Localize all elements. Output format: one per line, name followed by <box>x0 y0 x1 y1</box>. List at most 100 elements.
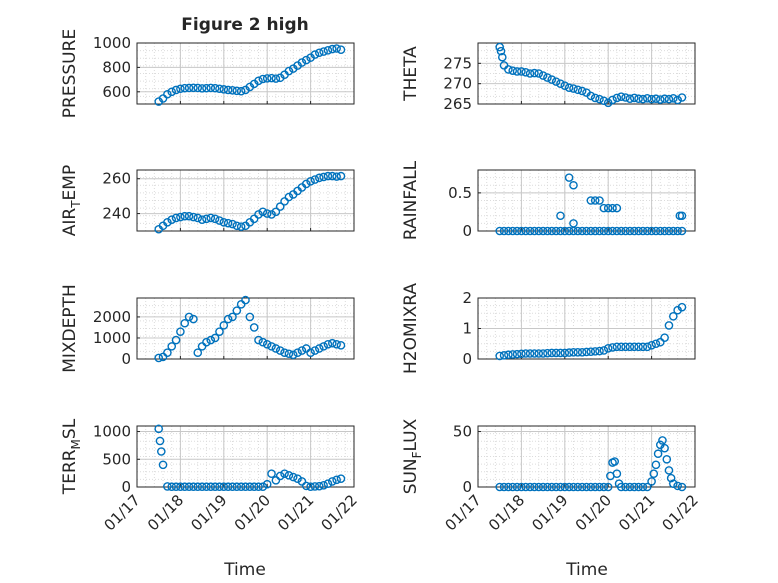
data-point <box>210 482 220 492</box>
data-point <box>293 348 302 357</box>
data-point <box>154 353 163 363</box>
data-point <box>499 482 509 492</box>
data-point <box>271 344 281 353</box>
data-point <box>573 482 583 492</box>
data-point <box>586 482 596 492</box>
data-point <box>508 226 518 236</box>
data-point <box>280 469 289 478</box>
data-point <box>219 482 229 492</box>
data-point <box>232 482 242 492</box>
y-axis-label: AIRTEMP <box>60 165 83 236</box>
data-point <box>504 350 513 360</box>
data-point <box>547 75 557 84</box>
data-point <box>677 226 687 236</box>
data-point <box>228 219 237 229</box>
data-point <box>171 213 181 223</box>
data-point <box>202 337 211 347</box>
data-point <box>629 93 639 103</box>
data-point <box>495 226 505 236</box>
data-point <box>638 226 648 236</box>
data-point <box>495 42 505 52</box>
data-point <box>267 342 276 351</box>
data-point <box>586 226 596 236</box>
data-point <box>180 83 190 93</box>
data-point <box>551 348 561 358</box>
data-point <box>241 295 250 305</box>
data-point <box>258 74 268 84</box>
data-point <box>530 68 539 78</box>
data-point <box>202 83 211 93</box>
data-point <box>499 351 509 360</box>
data-point <box>551 226 561 236</box>
data-point <box>660 94 669 104</box>
data-point <box>556 226 565 236</box>
data-point <box>189 83 198 93</box>
y-axis-label: TERRMSL <box>60 418 83 495</box>
data-point <box>262 479 272 489</box>
y-tick-label: 0 <box>462 478 472 496</box>
data-point <box>517 67 526 76</box>
axes-box <box>136 425 355 488</box>
data-point <box>193 348 203 357</box>
y-tick-label: 2 <box>462 289 472 307</box>
data-point <box>638 482 648 492</box>
data-point <box>336 171 346 181</box>
data-point <box>638 342 648 352</box>
data-point <box>271 207 281 217</box>
x-tick-label: 01/22 <box>659 491 702 534</box>
data-point <box>206 482 216 492</box>
data-point <box>590 347 600 356</box>
data-point <box>280 348 289 357</box>
data-point <box>560 81 570 90</box>
data-point <box>543 482 552 492</box>
data-point <box>629 342 639 352</box>
data-point <box>223 314 233 324</box>
data-point <box>332 172 341 181</box>
data-point <box>223 85 233 95</box>
data-point <box>496 46 506 56</box>
data-point <box>288 350 298 360</box>
data-point <box>590 226 600 236</box>
data-point <box>254 76 263 86</box>
data-point <box>249 323 259 332</box>
data-point <box>508 350 518 359</box>
data-point <box>638 94 648 104</box>
axes-box <box>136 297 355 360</box>
data-point <box>154 424 163 434</box>
data-point <box>564 173 574 182</box>
y-axis-label: H2OMIXRA <box>401 283 421 374</box>
data-point <box>254 210 263 219</box>
data-point <box>267 210 276 219</box>
data-point <box>669 311 678 321</box>
data-point <box>590 482 600 492</box>
y-tick-label: 265 <box>443 95 472 113</box>
data-point <box>677 93 687 102</box>
axes-air-temp: 240 260 AIRTEMP <box>60 165 355 236</box>
data-point <box>569 219 578 228</box>
y-tick-label: 1000 <box>93 34 131 52</box>
data-point <box>534 349 544 358</box>
data-point <box>569 84 578 93</box>
data-point <box>616 482 626 492</box>
data-point <box>525 69 535 78</box>
x-tick-label: 01/19 <box>187 491 230 534</box>
y-tick-label: 0 <box>462 350 472 368</box>
data-point <box>647 477 656 486</box>
data-point <box>284 471 294 480</box>
data-point <box>599 482 609 492</box>
data-point <box>327 171 337 181</box>
data-point <box>512 349 522 359</box>
data-point <box>284 66 294 76</box>
data-point <box>258 207 268 217</box>
data-point <box>612 226 622 236</box>
data-point <box>677 211 687 221</box>
data-point <box>621 482 630 492</box>
data-point <box>647 340 656 350</box>
data-point <box>323 171 333 181</box>
data-point <box>560 482 570 492</box>
data-point <box>171 335 181 345</box>
data-point <box>610 457 620 466</box>
y-axis-label: THETA <box>401 46 421 102</box>
data-point <box>655 337 665 347</box>
data-point <box>157 447 166 456</box>
